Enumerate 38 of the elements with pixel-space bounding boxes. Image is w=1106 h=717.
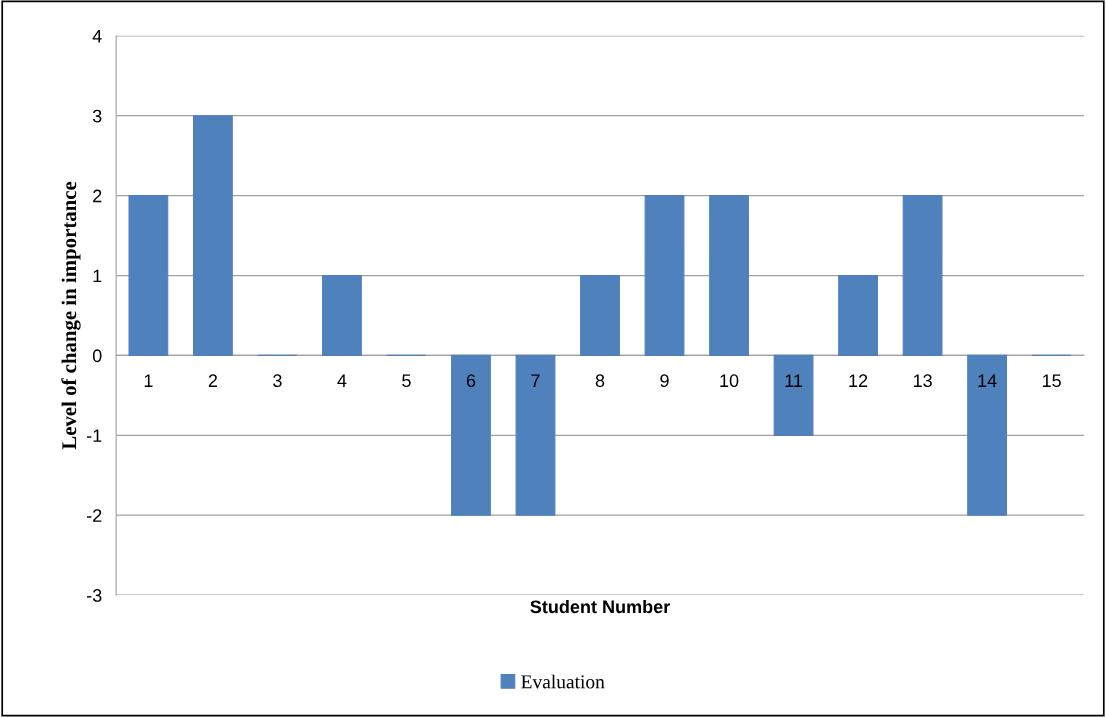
y-tick-label: -2 bbox=[86, 509, 102, 522]
y-tick-label: 1 bbox=[93, 269, 102, 283]
x-axis-title: Student Number bbox=[530, 599, 670, 614]
y-tick-label: 0 bbox=[92, 349, 102, 363]
bar bbox=[902, 195, 943, 356]
bar bbox=[322, 274, 362, 356]
x-tick-label: 11 bbox=[785, 374, 803, 387]
legend-label: Evaluation bbox=[521, 674, 605, 689]
x-tick-label: 6 bbox=[466, 374, 476, 388]
bar bbox=[644, 195, 685, 356]
x-tick-label: 5 bbox=[402, 374, 411, 388]
x-tick-label: 2 bbox=[208, 374, 218, 387]
x-tick-label: 3 bbox=[273, 374, 282, 388]
bar bbox=[838, 274, 878, 356]
bar bbox=[709, 195, 749, 356]
bar bbox=[515, 354, 556, 516]
bar bbox=[192, 115, 233, 356]
x-tick-label: 13 bbox=[913, 374, 932, 388]
x-tick-label: 10 bbox=[720, 374, 739, 388]
bar bbox=[967, 354, 1008, 516]
y-axis-title: Level of change in importance bbox=[61, 181, 81, 450]
x-tick-label: 15 bbox=[1042, 374, 1061, 388]
y-tick-label: 4 bbox=[92, 29, 102, 43]
y-tick-label: -1 bbox=[86, 429, 102, 442]
y-tick-label: -3 bbox=[86, 589, 102, 602]
x-tick-label: 4 bbox=[337, 374, 347, 387]
x-tick-label: 8 bbox=[595, 374, 605, 388]
x-tick-label: 14 bbox=[978, 374, 997, 387]
y-tick-label: 2 bbox=[93, 189, 102, 203]
bar bbox=[128, 195, 169, 356]
x-tick-label: 9 bbox=[660, 374, 669, 388]
bar bbox=[451, 354, 491, 516]
x-tick-label: 1 bbox=[144, 374, 153, 387]
x-tick-label: 12 bbox=[849, 374, 868, 387]
bar bbox=[773, 354, 814, 436]
x-tick-label: 7 bbox=[531, 374, 540, 387]
y-tick-label: 3 bbox=[92, 109, 102, 123]
bar bbox=[580, 274, 620, 356]
